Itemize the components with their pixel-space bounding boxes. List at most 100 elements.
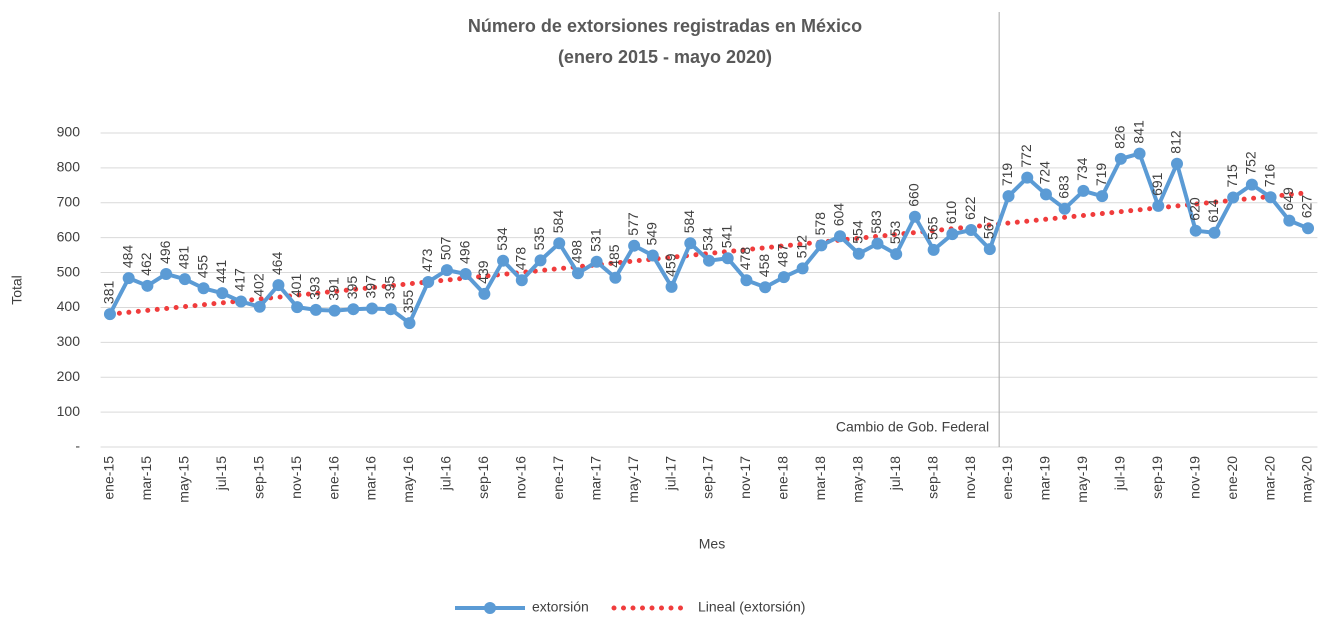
chart-title: Número de extorsiones registradas en Méx… [468,16,862,36]
data-label: 719 [999,163,1015,187]
x-tick-label: mar-15 [138,456,154,501]
x-tick-label: mar-17 [587,456,603,501]
point [1114,152,1127,165]
data-label: 649 [1280,187,1296,211]
point [684,237,697,250]
data-label: 622 [962,196,978,220]
data-label: 660 [906,183,922,207]
point [777,271,790,284]
x-tick-label: nov-15 [288,456,304,499]
point [103,308,116,321]
data-label: 478 [737,247,753,271]
point [440,264,453,277]
point [403,317,416,330]
point [834,230,847,243]
data-label: 614 [1205,199,1221,223]
x-tick-label: nov-17 [737,456,753,499]
point [1133,147,1146,160]
data-label: 402 [250,273,266,297]
data-label: 464 [269,252,285,276]
point [1208,226,1221,239]
point [178,273,191,286]
data-label: 549 [644,222,660,246]
data-label: 395 [344,276,360,300]
point [1245,178,1258,191]
point [1264,191,1277,204]
point [1039,188,1052,201]
x-axis-title: Mes [699,536,725,552]
chart-subtitle: (enero 2015 - mayo 2020) [558,47,772,67]
x-tick-label: nov-19 [1186,456,1202,499]
legend-label: extorsión [532,599,589,615]
x-tick-label: ene-20 [1224,456,1240,500]
data-label: 715 [1224,164,1240,188]
data-label: 458 [756,254,772,278]
x-tick-label: ene-16 [325,456,341,500]
x-tick-label: sep-18 [924,456,940,499]
data-label: 535 [531,227,547,251]
x-tick-label: may-20 [1299,456,1315,503]
point [1021,171,1034,184]
x-tick-label: may-17 [625,456,641,503]
x-tick-label: mar-16 [363,456,379,501]
x-tick-label: nov-16 [513,456,529,499]
data-label: 691 [1149,172,1165,196]
data-label: 578 [812,212,828,236]
point [609,271,622,284]
point [1189,224,1202,237]
data-label: 481 [176,246,192,270]
point [272,279,285,292]
y-tick-label: 700 [57,193,81,209]
point [628,239,641,252]
data-label: 534 [494,227,510,251]
point [1171,157,1183,170]
x-tick-label: sep-19 [1149,456,1165,499]
data-label: 484 [119,245,135,269]
point [122,272,135,285]
point [1077,184,1090,197]
data-label: 401 [288,274,304,298]
data-label: 577 [625,212,641,236]
x-tick-label: jul-19 [1112,456,1128,491]
point [197,282,210,295]
data-label: 473 [419,248,435,272]
point [1227,191,1240,204]
x-tick-label: sep-16 [475,456,491,499]
point [328,304,341,317]
data-label: 397 [363,275,379,299]
data-label: 391 [325,277,341,301]
data-label: 604 [831,203,847,227]
data-label: 512 [793,235,809,259]
data-label: 462 [138,252,154,276]
point [459,267,472,280]
x-tick-label: mar-19 [1037,456,1053,501]
data-label: 752 [1243,151,1259,175]
data-label: 583 [868,210,884,234]
data-label: 610 [943,201,959,225]
point [965,223,978,236]
point [890,248,903,261]
data-label: 724 [1037,161,1053,185]
point [665,280,678,293]
x-tick-label: ene-17 [550,456,566,500]
data-label: 498 [569,240,585,264]
point [740,274,753,287]
point [160,267,173,280]
data-label: 683 [1055,175,1071,199]
x-tick-label: jul-17 [662,456,678,491]
point [571,267,584,280]
point [422,275,435,288]
point [1002,190,1015,203]
point [534,254,547,267]
trend-line [107,190,1311,317]
data-label: 487 [775,244,791,268]
data-label: 417 [232,268,248,292]
point [347,303,360,316]
point [908,210,921,223]
point [235,295,247,308]
y-tick-label: 400 [57,298,81,314]
point [721,252,734,265]
point [759,281,772,294]
data-label: 812 [1168,130,1184,154]
data-label: 455 [194,255,210,279]
